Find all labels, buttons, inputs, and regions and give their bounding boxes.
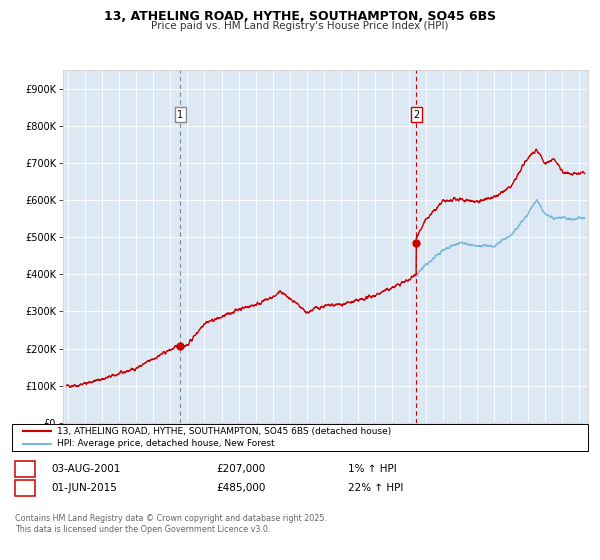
Text: 1: 1 (177, 110, 184, 120)
Text: 2: 2 (22, 483, 28, 493)
Text: HPI: Average price, detached house, New Forest: HPI: Average price, detached house, New … (57, 439, 275, 448)
Text: Price paid vs. HM Land Registry's House Price Index (HPI): Price paid vs. HM Land Registry's House … (151, 21, 449, 31)
Text: 22% ↑ HPI: 22% ↑ HPI (348, 483, 403, 493)
Text: 1: 1 (22, 464, 28, 474)
Text: 2: 2 (413, 110, 419, 120)
Text: £207,000: £207,000 (216, 464, 265, 474)
Text: 1% ↑ HPI: 1% ↑ HPI (348, 464, 397, 474)
Text: 13, ATHELING ROAD, HYTHE, SOUTHAMPTON, SO45 6BS (detached house): 13, ATHELING ROAD, HYTHE, SOUTHAMPTON, S… (57, 427, 391, 436)
Text: 01-JUN-2015: 01-JUN-2015 (51, 483, 117, 493)
Text: Contains HM Land Registry data © Crown copyright and database right 2025.
This d: Contains HM Land Registry data © Crown c… (15, 514, 327, 534)
Text: 03-AUG-2001: 03-AUG-2001 (51, 464, 121, 474)
Text: £485,000: £485,000 (216, 483, 265, 493)
Text: 13, ATHELING ROAD, HYTHE, SOUTHAMPTON, SO45 6BS: 13, ATHELING ROAD, HYTHE, SOUTHAMPTON, S… (104, 10, 496, 23)
